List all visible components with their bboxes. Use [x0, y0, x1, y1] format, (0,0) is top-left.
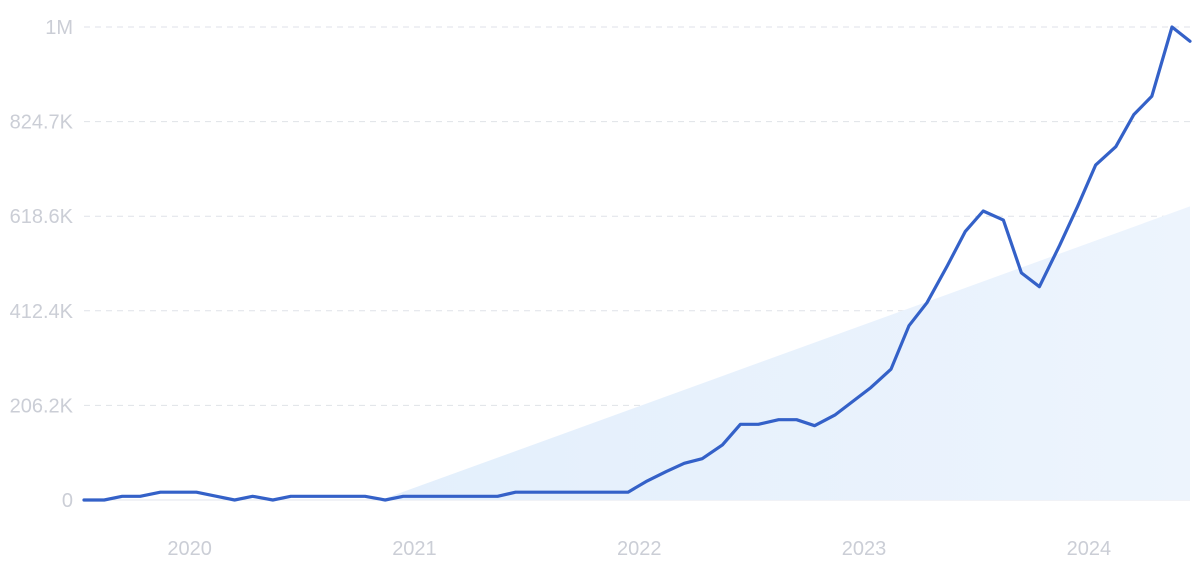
data-point — [721, 443, 724, 446]
series-line — [82, 25, 1192, 502]
data-point — [683, 462, 686, 465]
data-point — [608, 491, 611, 494]
data-point — [1038, 285, 1041, 288]
data-point — [739, 423, 742, 426]
data-point — [271, 498, 274, 501]
data-point — [1132, 113, 1135, 116]
data-point — [1188, 40, 1191, 43]
y-tick-label: 206.2K — [10, 395, 74, 417]
data-point — [363, 495, 366, 498]
y-tick-label: 618.6K — [10, 206, 74, 228]
x-tick-label: 2023 — [842, 538, 887, 560]
data-point — [964, 230, 967, 233]
data-point — [458, 495, 461, 498]
data-point — [233, 498, 236, 501]
data-point — [82, 498, 85, 501]
data-point — [588, 491, 591, 494]
data-point — [813, 424, 816, 427]
data-point — [552, 491, 555, 494]
series-path — [82, 25, 1192, 502]
data-point — [159, 491, 162, 494]
data-point — [1170, 25, 1173, 28]
data-point — [307, 495, 310, 498]
data-point — [420, 495, 423, 498]
data-point — [1076, 205, 1079, 208]
data-point — [215, 495, 218, 498]
data-point — [1150, 95, 1153, 98]
x-tick-label: 2020 — [167, 538, 212, 560]
data-point — [1114, 145, 1117, 148]
data-point — [195, 491, 198, 494]
data-point — [889, 368, 892, 371]
data-point — [514, 491, 517, 494]
data-point — [946, 264, 949, 267]
data-point — [476, 495, 479, 498]
data-point — [777, 418, 780, 421]
data-point — [644, 480, 647, 483]
data-point — [795, 418, 798, 421]
x-tick-label: 2024 — [1067, 538, 1112, 560]
y-tick-label: 412.4K — [10, 301, 74, 323]
y-tick-label: 0 — [62, 490, 73, 512]
data-point — [626, 491, 629, 494]
data-point — [139, 495, 142, 498]
data-point — [384, 498, 387, 501]
data-point — [851, 400, 854, 403]
data-point — [907, 324, 910, 327]
data-point — [925, 301, 928, 304]
x-tick-label: 2022 — [617, 538, 662, 560]
data-point — [121, 495, 124, 498]
data-point — [1058, 244, 1061, 247]
data-point — [1020, 271, 1023, 274]
data-point — [327, 495, 330, 498]
data-point — [1002, 219, 1005, 222]
data-point — [402, 495, 405, 498]
y-tick-label: 824.7K — [10, 112, 74, 134]
trend-region — [380, 206, 1191, 501]
data-point — [251, 495, 254, 498]
data-point — [757, 423, 760, 426]
data-point — [345, 495, 348, 498]
x-axis-ticks: 2020 2021 2022 2023 2024 — [167, 538, 1111, 560]
data-point — [532, 491, 535, 494]
trend-area — [380, 206, 1191, 501]
data-point — [440, 495, 443, 498]
data-point — [833, 414, 836, 417]
data-point — [701, 457, 704, 460]
data-point — [869, 386, 872, 389]
data-point — [982, 209, 985, 212]
data-point — [665, 470, 668, 473]
data-point — [103, 498, 106, 501]
data-point — [177, 491, 180, 494]
data-point — [496, 495, 499, 498]
x-tick-label: 2021 — [392, 538, 437, 560]
y-tick-label: 1M — [45, 17, 73, 39]
data-point — [1094, 163, 1097, 166]
y-axis-ticks: 0 206.2K 412.4K 618.6K 824.7K 1M — [10, 17, 74, 512]
data-point — [570, 491, 573, 494]
data-point — [289, 495, 292, 498]
